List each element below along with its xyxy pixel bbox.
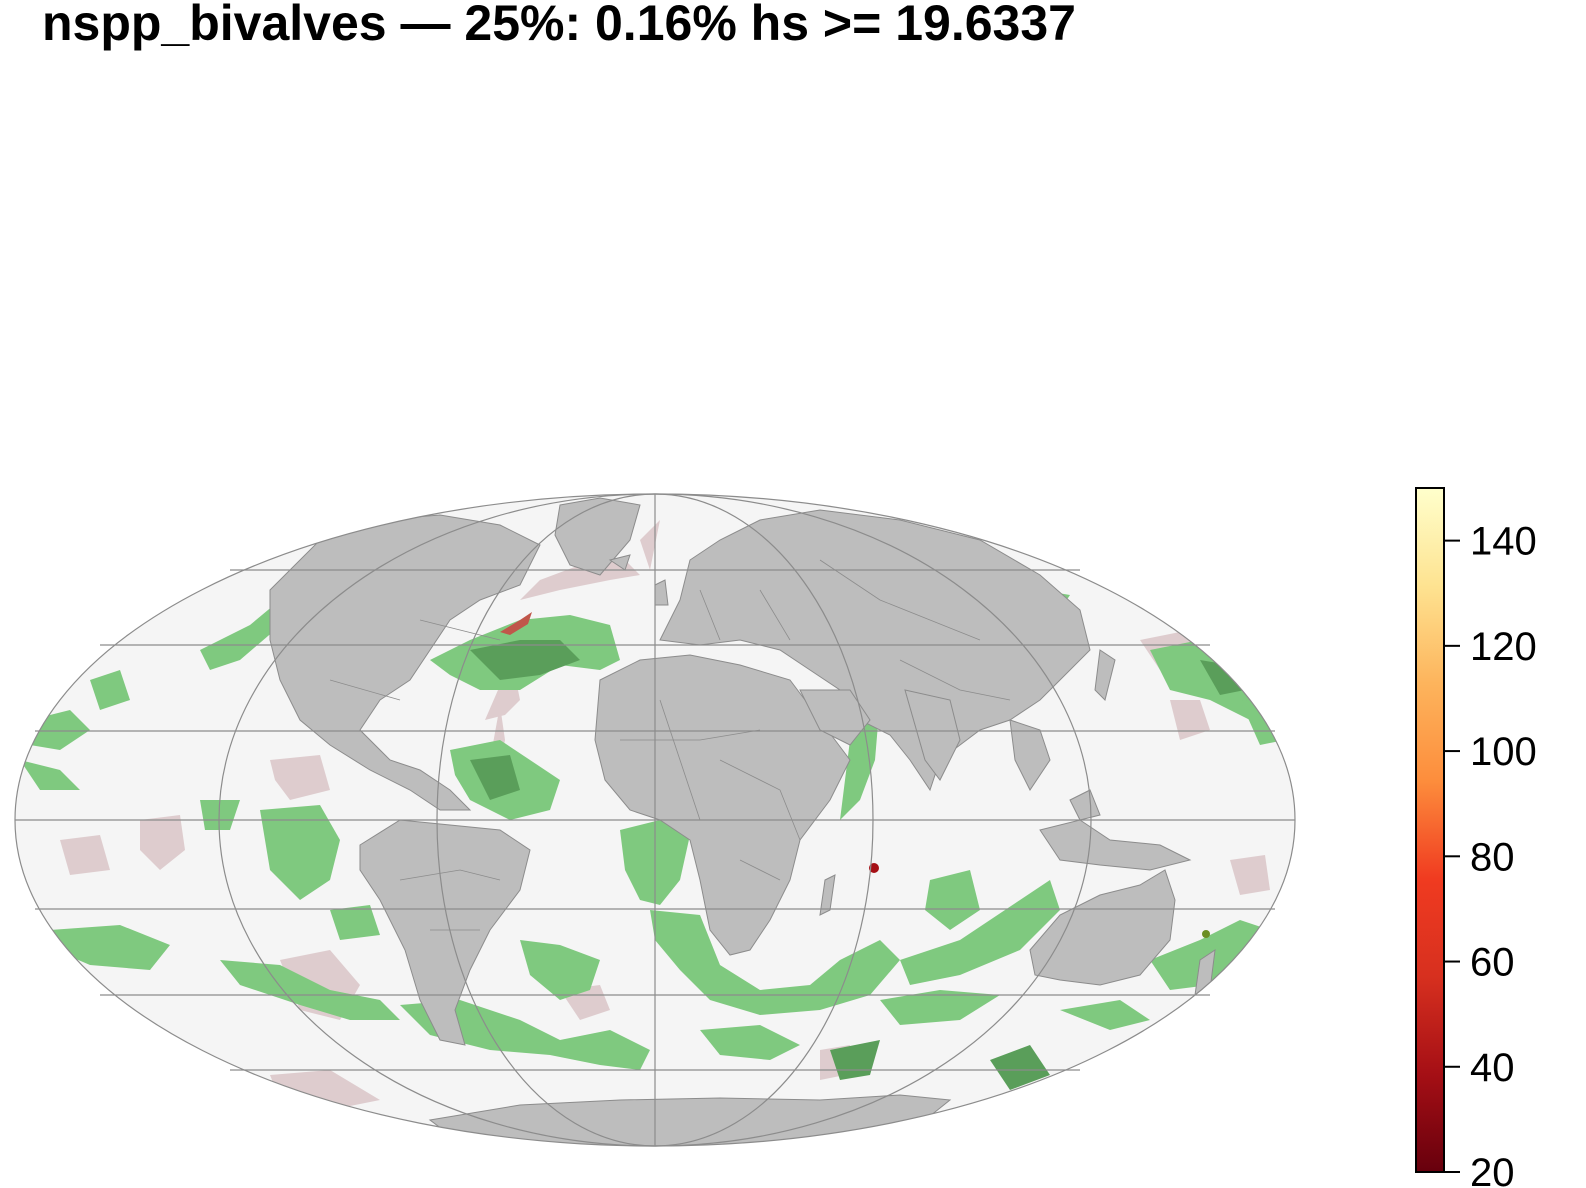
legend-tick-label: 80: [1470, 835, 1515, 879]
land-se-asia: [1009, 719, 1051, 791]
legend-tick-label: 60: [1470, 941, 1515, 985]
map-layers: [20, 497, 1285, 1146]
land-australia: [1029, 869, 1176, 986]
legend-tick-label: 140: [1470, 520, 1537, 564]
land-borneo: [1069, 789, 1101, 821]
legend-ticks: 20 40 60 80 100 120 140: [1444, 520, 1537, 1188]
graticule: [14, 493, 1296, 1147]
land-madagascar: [819, 874, 836, 916]
land-greenland: [554, 497, 641, 576]
legend-tick-label: 20: [1470, 1151, 1515, 1188]
legend-tick-label: 120: [1470, 625, 1537, 669]
habitat-green-areas: [20, 590, 1285, 1090]
legend-tick-label: 40: [1470, 1046, 1515, 1090]
land-india: [904, 689, 961, 781]
land-north-america: [269, 514, 541, 811]
land-indonesia: [1039, 819, 1192, 871]
land-south-america: [359, 819, 531, 1046]
land-iceland: [608, 554, 631, 571]
land-africa: [594, 654, 851, 956]
legend-colorbar: 20 40 60 80 100 120 140: [1415, 487, 1537, 1188]
land-japan: [1094, 649, 1116, 701]
country-borders: [329, 559, 1011, 931]
legend-tick-label: 100: [1470, 730, 1537, 774]
land-masses: [269, 497, 1216, 1146]
hotspot-areas: [500, 612, 1210, 938]
legend-gradient-bar: [1415, 487, 1445, 1173]
map-title: nspp_bivalves — 25%: 0.16% hs >= 19.6337: [42, 0, 1076, 51]
